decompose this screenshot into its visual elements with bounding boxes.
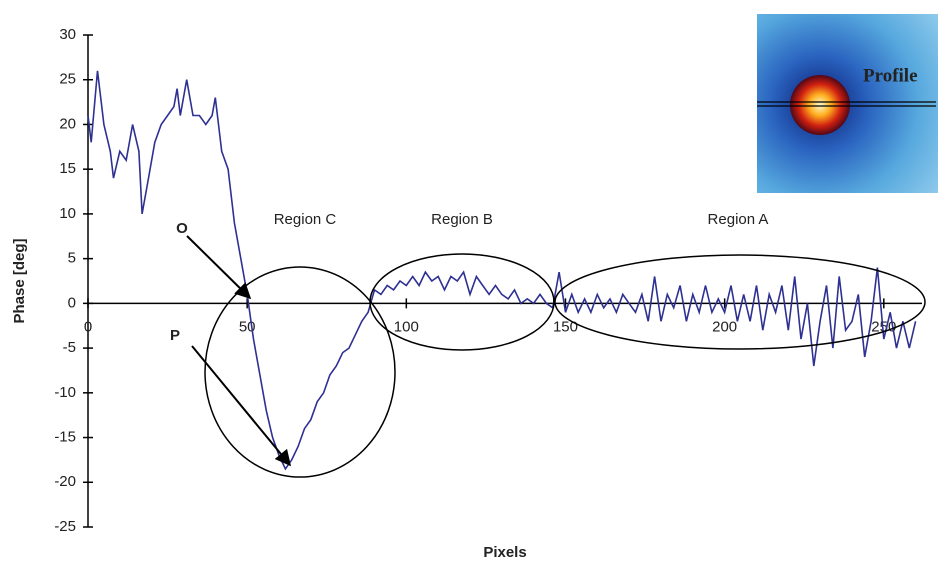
x-tick-label: 0 — [84, 318, 92, 335]
x-tick-label: 250 — [871, 318, 896, 335]
y-tick-label: -10 — [54, 384, 76, 401]
annotation: O — [176, 220, 188, 237]
inset-image — [757, 14, 938, 193]
y-tick-label: 0 — [68, 294, 76, 311]
y-tick-label: -5 — [63, 339, 76, 356]
annotation: Region B — [431, 211, 493, 228]
y-axis-label: Phase [deg] — [11, 238, 28, 323]
y-tick-label: 10 — [59, 205, 76, 222]
x-tick-label: 150 — [553, 318, 578, 335]
y-tick-label: -20 — [54, 473, 76, 490]
y-tick-label: -15 — [54, 429, 76, 446]
x-tick-label: 200 — [712, 318, 737, 335]
arrow — [191, 345, 292, 467]
annotation: Profile — [863, 65, 918, 86]
region-ellipse — [204, 266, 396, 478]
region-ellipse — [554, 254, 926, 350]
y-tick-label: 30 — [59, 26, 76, 43]
annotation: Region C — [274, 211, 337, 228]
y-tick-label: 20 — [59, 115, 76, 132]
y-tick-label: 15 — [59, 160, 76, 177]
arrow — [186, 235, 252, 300]
annotation: P — [170, 327, 180, 344]
y-tick-label: 5 — [68, 250, 76, 267]
y-tick-label: -25 — [54, 518, 76, 535]
data-line — [87, 70, 917, 471]
region-ellipse — [369, 253, 555, 351]
x-axis-label: Pixels — [483, 544, 526, 561]
x-tick-label: 100 — [394, 318, 419, 335]
annotation: Region A — [708, 211, 769, 228]
y-tick-label: 25 — [59, 71, 76, 88]
